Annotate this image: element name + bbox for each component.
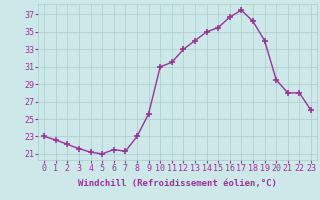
X-axis label: Windchill (Refroidissement éolien,°C): Windchill (Refroidissement éolien,°C)	[78, 179, 277, 188]
